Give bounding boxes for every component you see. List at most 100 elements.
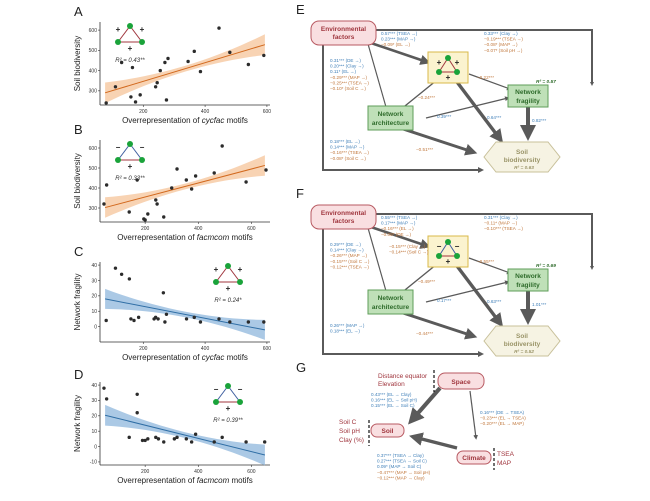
motif-to-architecture-arrow [398, 79, 438, 112]
path-coefficient: 0.43*** (EL → Clay) [371, 392, 412, 397]
x-tick-label: 400 [194, 469, 203, 475]
x-tick-label: 400 [201, 346, 210, 352]
motif-node [139, 39, 145, 45]
data-point [154, 198, 158, 202]
data-point [135, 411, 139, 415]
path-coefficient: 0.33*** (Clay →) [484, 31, 518, 36]
space-variable: Elevation [378, 381, 405, 388]
soil-variable: Clay (%) [339, 437, 364, 444]
data-point [212, 440, 216, 444]
data-point [166, 56, 170, 61]
data-point [246, 62, 251, 67]
environmental-factors-node [310, 204, 377, 230]
data-point [172, 437, 177, 441]
motif-to-biodiversity-arrow [455, 80, 504, 144]
data-point [198, 320, 203, 324]
motif-sign: − [116, 143, 121, 152]
node-label: Network [515, 273, 541, 280]
node-label: factors [333, 34, 355, 41]
data-point [161, 291, 166, 295]
path-coefficient: 0.55*** (TSEA →) [381, 215, 418, 220]
fragility-r-squared: R² = 0.69 [536, 263, 556, 269]
regression-line [104, 44, 266, 94]
data-point [104, 397, 109, 401]
path-coefficient: −0.20*** (EL → MAP) [480, 421, 524, 426]
network-architecture-node [367, 105, 414, 131]
space-to-climate-arrow [469, 390, 479, 440]
y-tick-label: 30 [91, 278, 97, 284]
x-axis-label: Overrepresentation of cycfac motifs [122, 116, 248, 125]
motif-vertex [445, 55, 451, 61]
r-squared-annotation: R² = 0.33** [115, 176, 145, 182]
motif-edge [129, 25, 143, 43]
data-point [135, 178, 139, 182]
data-point [136, 315, 141, 320]
data-point [155, 202, 159, 206]
soil-biodiversity-node [483, 325, 561, 357]
y-tick-label: 10 [91, 429, 97, 435]
data-point [156, 437, 161, 441]
data-point [244, 180, 248, 184]
data-point [133, 100, 138, 104]
data-point [153, 315, 158, 320]
data-point [146, 212, 150, 216]
data-point [193, 432, 198, 436]
data-point [164, 98, 169, 102]
panel-label: F [296, 186, 304, 201]
motif-sign: + [226, 404, 231, 413]
data-point [143, 438, 147, 443]
x-tick-label: 200 [139, 109, 148, 115]
env-to-biodiversity-connector [322, 40, 478, 171]
motif-edge [227, 385, 241, 403]
motif-edge [129, 143, 143, 161]
motif-edge [227, 265, 241, 283]
climate-variable: TSEA [497, 451, 515, 458]
node-label: Soil [516, 149, 528, 156]
data-point [104, 183, 109, 187]
data-point [155, 81, 159, 85]
node-label: Network [378, 111, 404, 118]
motif-to-fragility-arrow [468, 257, 512, 275]
path-coefficient: −0.10*** (TSEA →) [484, 226, 523, 231]
env-to-architecture-arrow [367, 43, 390, 116]
path-coefficient: 0.64*** [487, 115, 502, 120]
env-to-motif-arrow [367, 40, 431, 65]
motif-edge [117, 143, 131, 161]
node-label: Space [451, 379, 471, 386]
motif-sign: + [446, 257, 451, 266]
node-label: Climate [462, 455, 486, 462]
data-point [192, 49, 196, 54]
env-to-architecture-arrow [367, 227, 390, 300]
env-to-motif-arrow [367, 224, 431, 249]
motif-vertex [454, 253, 460, 259]
r-squared-annotation: R² = 0.24* [214, 298, 242, 304]
motif-node [115, 39, 121, 45]
y-tick-label: 30 [91, 398, 97, 404]
scatter-panel-a: A 300 400 500 600 200 400 600 Overrepresentation… [73, 4, 271, 125]
soil-node [370, 423, 405, 438]
data-point [138, 93, 142, 97]
motif-edge [215, 385, 229, 403]
motif-node [127, 141, 133, 147]
data-point [119, 60, 124, 65]
path-coefficient: −0.25*** (TSEA →) [330, 80, 369, 85]
data-point [246, 320, 251, 324]
architecture-to-biodiversity-arrow [399, 126, 478, 156]
path-coefficient: −0.12*** (MAP → Clay) [377, 475, 425, 480]
data-point [113, 85, 118, 89]
motif-node [225, 263, 231, 269]
path-coefficient: 0.15*** (EL → Soil C) [371, 403, 415, 408]
panel-label: D [74, 367, 83, 382]
data-point [130, 65, 135, 70]
y-tick-label: 10 [91, 309, 97, 315]
env-to-fragility-connector [376, 29, 593, 82]
data-point [154, 435, 158, 440]
path-coefficient: −0.44*** [416, 331, 433, 336]
node-label: Soil [516, 333, 528, 340]
panel-label: A [74, 4, 83, 19]
x-axis-label: Overrepresentation of facmcom motifs [117, 476, 253, 485]
data-point [244, 440, 248, 444]
x-tick-label: 600 [263, 109, 272, 115]
scatter-panel-d: D -10 0 10 20 30 40 200 400 600Overrepresentation… [73, 367, 270, 485]
